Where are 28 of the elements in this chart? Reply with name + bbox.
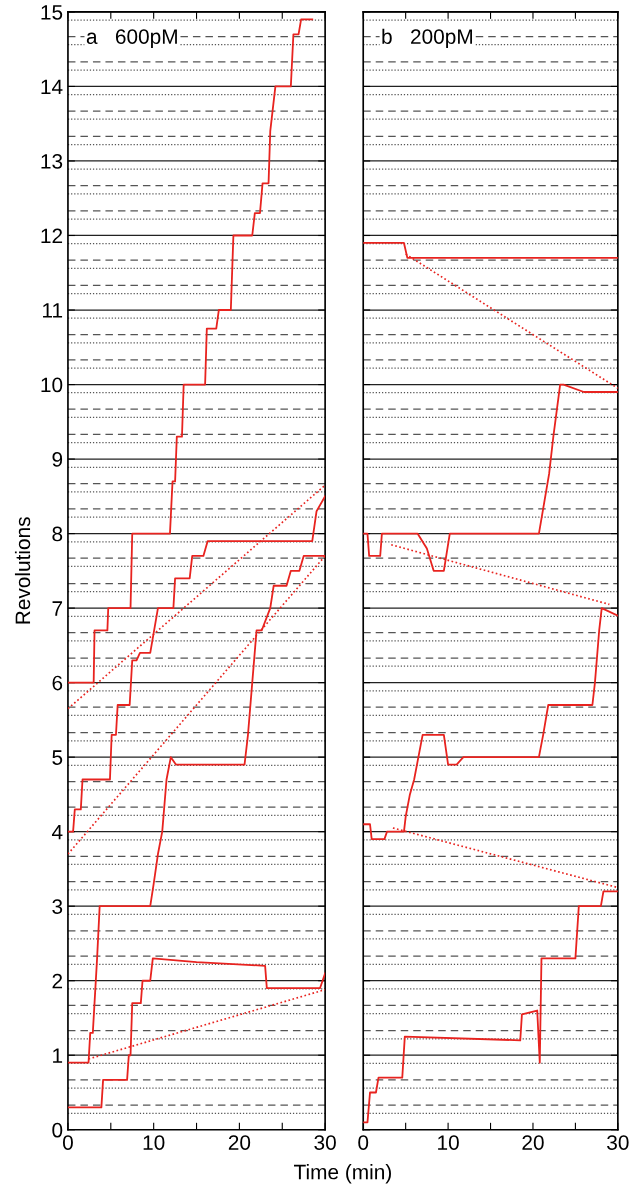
x-tick-label: 30 (314, 1135, 336, 1150)
y-tick-label: 3 (52, 899, 63, 914)
x-tick-label: 0 (62, 1135, 73, 1150)
text: a 600pM (86, 29, 177, 49)
y-tick-label: 15 (41, 5, 63, 20)
y-tick-label: 7 (52, 601, 63, 616)
y-tick-label: 8 (52, 526, 63, 542)
x-tick-label: 20 (522, 1135, 544, 1150)
y-tick-label: 12 (41, 228, 63, 244)
x-tick-label: 20 (228, 1135, 251, 1150)
y-tick-label: 1 (53, 1048, 63, 1063)
y-tick-label: 14 (41, 79, 63, 94)
y-tick-label: 9 (52, 452, 63, 467)
y-tick-label: 13 (41, 153, 63, 169)
x-tick-label: 30 (607, 1135, 629, 1150)
x-tick-label: 10 (438, 1135, 459, 1150)
y-tick-label: 2 (52, 973, 63, 989)
y-axis-title: Revolutions (14, 517, 31, 624)
x-tick-label: 0 (358, 1135, 369, 1150)
y-tick-label: 4 (51, 824, 63, 840)
y-tick-label: 11 (43, 303, 63, 318)
x-tick-label: 10 (143, 1135, 165, 1150)
x-axis-title: Time (min) (294, 1164, 391, 1184)
y-tick-label: 5 (52, 750, 63, 765)
y-tick-label: 6 (52, 675, 63, 691)
y-tick-label: 0 (52, 1122, 63, 1138)
y-tick-label: 10 (41, 377, 63, 393)
text: b 200pM (382, 28, 472, 49)
